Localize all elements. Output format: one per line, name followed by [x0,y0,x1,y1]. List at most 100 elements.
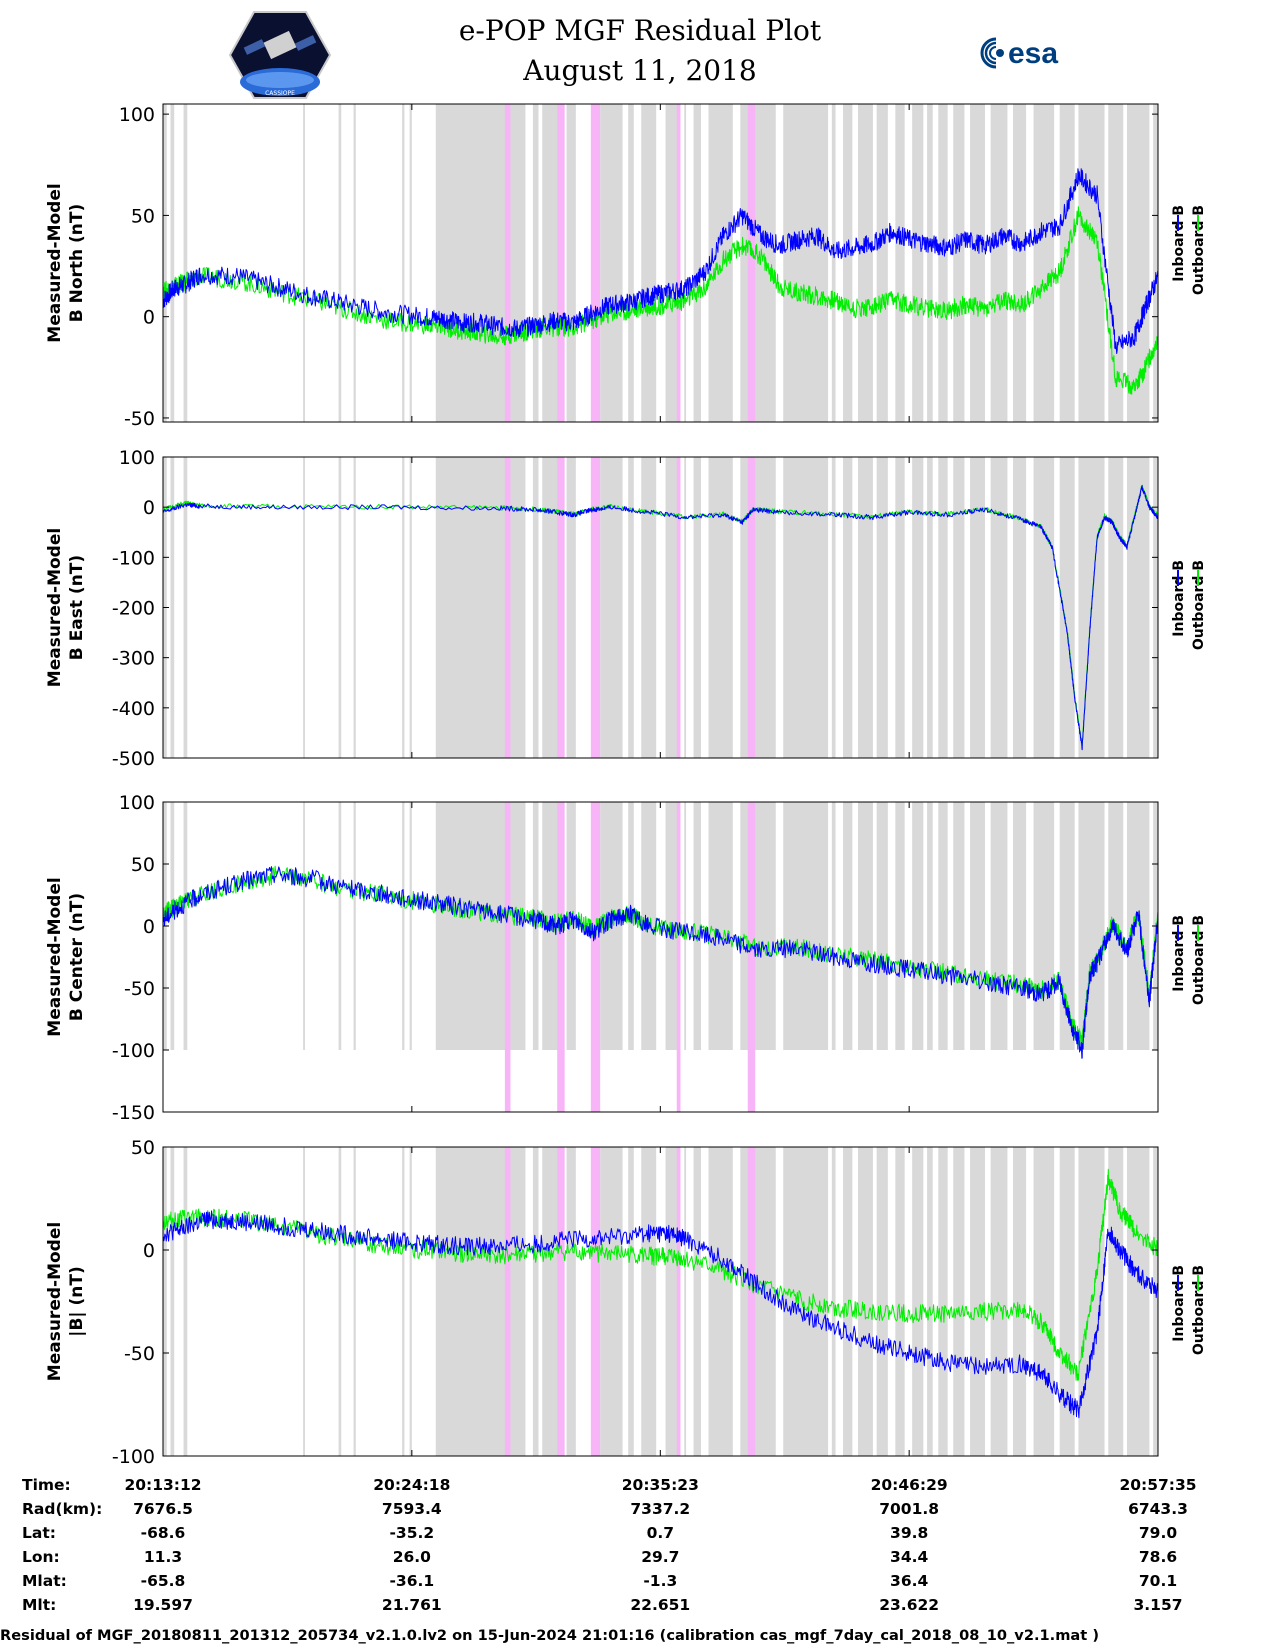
ephemeris-value: 79.0 [1138,1524,1178,1542]
chart-date: August 11, 2018 [523,54,757,87]
gray-band [435,457,526,758]
gray-band [953,457,965,758]
y-axis-label-line: Measured-Model [45,183,65,342]
gray-band [303,457,305,758]
gray-band [1013,802,1027,1050]
chart-title: e-POP MGF Residual Plot [458,14,822,47]
outboard-series-line [162,865,1159,1054]
gray-band [566,802,576,1050]
gray-band [1126,1147,1150,1456]
gray-band [409,1147,412,1456]
gray-band [927,1147,933,1456]
outboard-series-line [162,206,1159,395]
legend-outboard-label: Outboard B [1191,560,1207,650]
gray-band [170,457,175,758]
pink-band [676,802,681,1112]
gray-band [693,457,702,758]
ephemeris-value: 7593.4 [381,1500,442,1518]
ephemeris-value: 20:57:35 [1119,1476,1197,1494]
gray-band [693,1147,702,1456]
gray-band [303,1147,305,1456]
y-tick-label: -500 [112,748,155,770]
gray-band [628,802,634,1050]
gray-band [876,802,888,1050]
gray-band [1126,802,1150,1050]
gray-band [1153,1147,1158,1456]
ephemeris-value: -65.8 [140,1572,186,1590]
y-tick-label: 0 [143,1240,155,1262]
pink-band [504,104,511,422]
gray-band [183,802,188,1050]
gray-band [895,457,905,758]
gray-band [927,802,933,1050]
ephemeris-value: 7337.2 [630,1500,691,1518]
gray-band [600,1147,623,1456]
gray-band [1033,1147,1055,1456]
legend-outboard-label: Outboard B [1191,1265,1207,1355]
ephemeris-row-label: Lat: [22,1524,56,1542]
gray-band [1126,104,1150,422]
gray-band [990,1147,1008,1456]
gray-band [409,457,412,758]
y-tick-label: -400 [112,698,155,720]
pink-band [590,457,601,758]
gray-band [970,457,986,758]
gray-band [1013,457,1027,758]
gray-band [953,104,965,422]
gray-band [783,1147,829,1456]
gray-band [990,802,1008,1050]
mission-logo-text: CASSIOPE [265,90,295,97]
ephemeris-value: 29.7 [641,1548,680,1566]
gray-band [876,104,888,422]
gray-band [338,802,342,1050]
gray-band [353,1147,356,1456]
inboard-series-line [162,866,1159,1059]
legend-outboard-label: Outboard B [1191,205,1207,295]
legend-inboard-label: Inboard B [1171,560,1187,637]
mission-logo-satellite [263,30,297,60]
gray-band [303,802,305,1050]
gray-band [970,104,986,422]
pink-band [590,802,601,1112]
gray-band [843,802,853,1050]
gray-band [628,457,634,758]
ephemeris-value: 21.761 [381,1596,442,1614]
legend-inboard-label: Inboard B [1171,205,1187,282]
gray-band [831,457,836,758]
gray-band [843,1147,853,1456]
ephemeris-value: 19.597 [133,1596,193,1614]
plot-frame [162,801,1159,1113]
mission-logo: CASSIOPE [228,11,332,99]
gray-band [783,802,829,1050]
pink-band [747,802,756,1112]
y-tick-label: -50 [124,408,155,430]
gray-band [409,802,412,1050]
gray-band [927,104,933,422]
gray-band [402,802,405,1050]
gray-band [435,1147,526,1456]
legend-inboard-label: Inboard B [1171,1265,1187,1342]
y-tick-label: 0 [143,916,155,938]
pink-band [504,1147,511,1456]
gray-band [1033,104,1055,422]
gray-band [708,802,733,1050]
gray-band [170,802,175,1050]
gray-band [338,104,342,422]
gray-band [600,457,623,758]
ephemeris-value: 26.0 [392,1548,431,1566]
gray-band [708,1147,733,1456]
gray-band [303,104,305,422]
y-tick-label: -200 [112,598,155,620]
gray-band [1033,457,1055,758]
gray-band [163,104,167,422]
gray-band [693,104,702,422]
y-tick-label: 100 [119,792,155,814]
pink-band [747,1147,756,1456]
ephemeris-value: -36.1 [389,1572,435,1590]
gray-band [183,104,188,422]
gray-band [938,802,948,1050]
gray-band [542,457,561,758]
gray-band [843,457,853,758]
gray-band [170,104,175,422]
esa-logo-text: esa [1008,37,1058,70]
